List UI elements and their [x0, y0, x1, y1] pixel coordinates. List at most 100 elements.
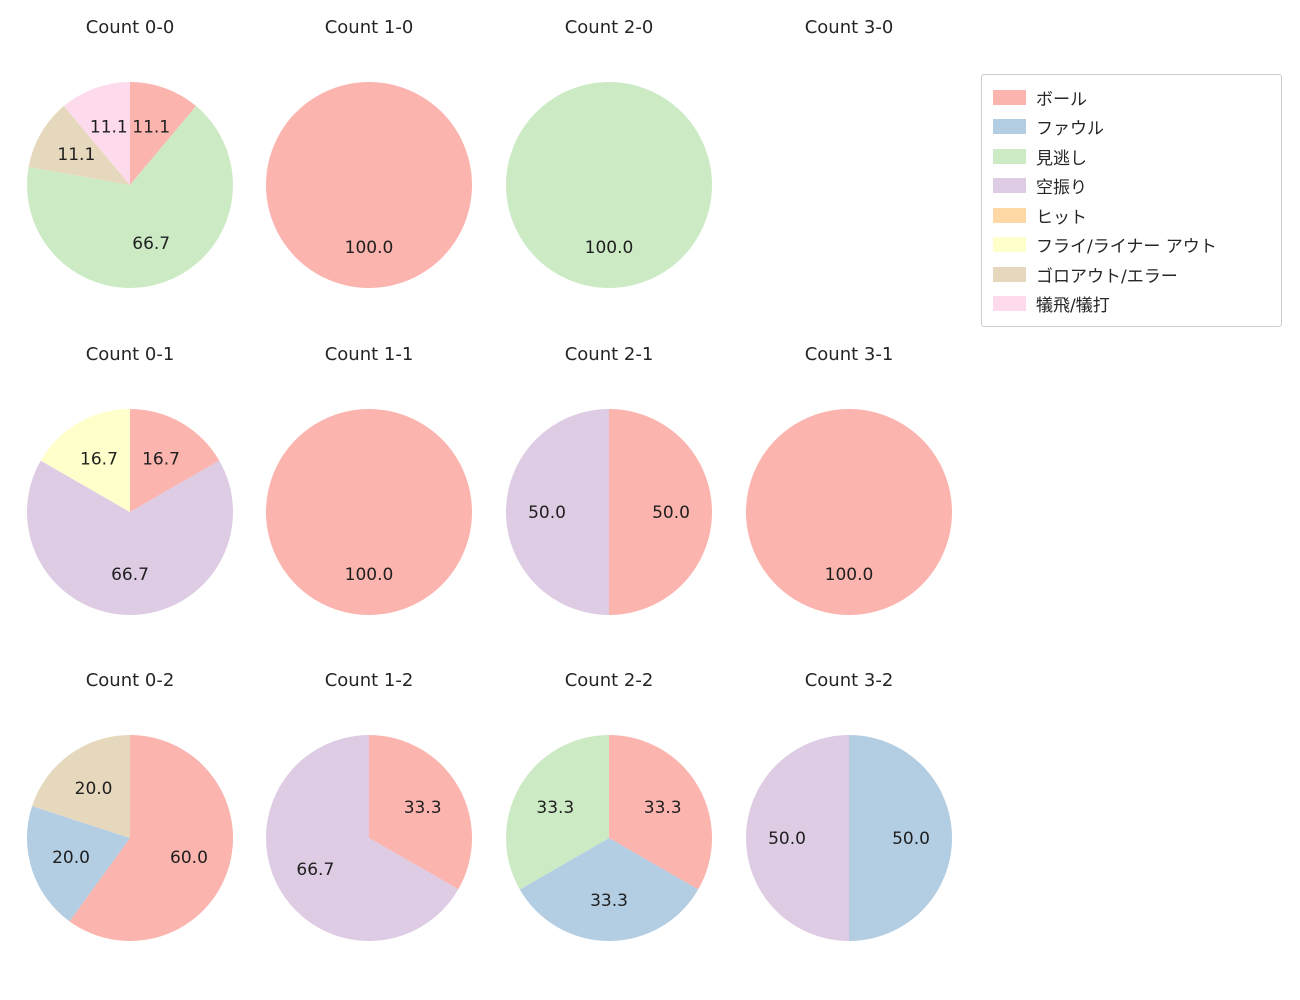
pie-slice-ボール [130, 409, 220, 512]
legend-label: ボール [1036, 89, 1087, 110]
chart-title: Count 2-2 [564, 670, 654, 691]
pie-slice-見逃し [27, 106, 233, 288]
legend-label: フライ/ライナー アウト [1036, 237, 1217, 258]
pie-slice-ボール [130, 82, 197, 185]
chart-count-0-2: Count 0-2 60.0 20.0 20.0 [15, 669, 245, 941]
pct-label: 50.0 [892, 829, 930, 849]
chart-count-3-1: Count 3-1 100.0 [734, 343, 964, 615]
pie: 100.0 [746, 409, 952, 615]
pie: 11.166.711.111.1 [27, 82, 233, 288]
pie: 100.0 [266, 409, 472, 615]
pie: 33.3 33.3 33.3 [506, 735, 712, 941]
pct-label: 100.0 [345, 565, 394, 585]
pie-slice-ボール [266, 82, 472, 288]
pct-label: 11.1 [57, 145, 95, 165]
pct-label: 33.3 [536, 798, 574, 818]
chart-count-2-0: Count 2-0 100.0 [494, 16, 724, 288]
legend-item: フライ/ライナー アウト [993, 231, 1270, 259]
legend-swatch [993, 178, 1026, 194]
chart-title: Count 0-2 [85, 670, 175, 691]
legend-item: ゴロアウト/エラー [993, 260, 1270, 288]
legend-swatch [993, 296, 1026, 312]
pie-slice-空振り [746, 735, 849, 941]
pie: 100.0 [266, 82, 472, 288]
pct-label: 50.0 [652, 503, 690, 523]
pct-label: 60.0 [170, 848, 208, 868]
pct-label: 33.3 [644, 798, 682, 818]
legend-label: 見逃し [1036, 148, 1087, 169]
pct-label: 66.7 [132, 234, 170, 254]
chart-title: Count 2-1 [564, 344, 654, 365]
legend-swatch [993, 207, 1026, 223]
pie-slice-空振り [266, 735, 459, 941]
pct-label: 16.7 [142, 449, 180, 469]
pie-slice-フライ/ライナー アウト [40, 409, 130, 512]
pie-slice-ファウル [27, 806, 130, 922]
pct-label: 33.3 [404, 798, 442, 818]
legend-swatch [993, 266, 1026, 282]
legend-label: ゴロアウト/エラー [1036, 266, 1178, 287]
pie-slice-ファウル [519, 838, 699, 941]
chart-title: Count 1-2 [324, 670, 414, 691]
pie-slice-空振り [506, 409, 609, 615]
chart-title: Count 1-0 [324, 17, 414, 38]
pie: 50.0 50.0 [506, 409, 712, 615]
pie: 100.0 [506, 82, 712, 288]
pie-slice-ゴロアウト/エラー [32, 735, 130, 838]
chart-count-0-0: Count 0-0 11.1 66.7 11.1 11.1 [15, 16, 245, 288]
pie-slice-ボール [609, 735, 712, 890]
legend-item: 空振り [993, 172, 1270, 200]
chart-count-3-0: Count 3-0 [734, 16, 964, 40]
legend-item: ボール [993, 83, 1270, 111]
pct-label: 20.0 [52, 848, 90, 868]
legend-item: 犠飛/犠打 [993, 290, 1270, 318]
legend-box: ボールファウル見逃し空振りヒットフライ/ライナー アウト ゴロアウト/エラー 犠飛/… [981, 74, 1282, 327]
pct-label: 50.0 [528, 503, 566, 523]
legend-label: 犠飛/犠打 [1036, 296, 1110, 317]
chart-title: Count 3-2 [804, 670, 894, 691]
pie-slice-空振り [27, 460, 233, 615]
pct-label: 66.7 [111, 565, 149, 585]
pie-slice-ゴロアウト/エラー [28, 106, 131, 185]
pct-label: 100.0 [825, 565, 874, 585]
legend-swatch [993, 89, 1026, 105]
pie-slice-ボール [609, 409, 712, 615]
legend-swatch [993, 119, 1026, 135]
pie-slice-見逃し [506, 82, 712, 288]
pie: 33.3 66.7 [266, 735, 472, 941]
legend-item: ヒット [993, 201, 1270, 229]
pct-label: 100.0 [585, 238, 634, 258]
pie-slice-ボール [746, 409, 952, 615]
legend-item: ファウル [993, 113, 1270, 141]
pie-slice-ボール [266, 409, 472, 615]
chart-count-0-1: Count 0-1 16.7 66.7 16.7 [15, 343, 245, 615]
pie: 16.7 66.7 16.7 [27, 409, 233, 615]
chart-title: Count 0-0 [85, 17, 175, 38]
chart-count-1-0: Count 1-0 100.0 [254, 16, 484, 288]
chart-title: Count 3-1 [804, 344, 894, 365]
pct-label: 66.7 [296, 860, 334, 880]
pie-slice-ボール [369, 735, 472, 890]
pct-label: 50.0 [768, 829, 806, 849]
pie-slice-見逃し [506, 735, 609, 890]
legend-label: 空振り [1036, 178, 1087, 199]
legend-label: ヒット [1036, 207, 1087, 228]
legend-item: 見逃し [993, 142, 1270, 170]
chart-title: Count 1-1 [324, 344, 414, 365]
pct-label: 33.3 [590, 891, 628, 911]
legend-swatch [993, 148, 1026, 164]
pie-slice-ボール [69, 735, 233, 941]
pie: 50.0 50.0 [746, 735, 952, 941]
pie-slice-ファウル [849, 735, 952, 941]
pct-label: 11.1 [132, 118, 170, 138]
pct-label: 16.7 [80, 449, 118, 469]
chart-title: Count 0-1 [85, 344, 175, 365]
pct-label: 100.0 [345, 238, 394, 258]
pct-label: 20.0 [75, 779, 113, 799]
chart-count-3-2: Count 3-2 50.0 50.0 [734, 669, 964, 941]
chart-count-1-2: Count 1-2 33.3 66.7 [254, 669, 484, 941]
pct-label: 11.1 [90, 118, 128, 138]
chart-title: Count 2-0 [564, 17, 654, 38]
chart-count-2-2: Count 2-2 33.3 33.3 33.3 [494, 669, 724, 941]
